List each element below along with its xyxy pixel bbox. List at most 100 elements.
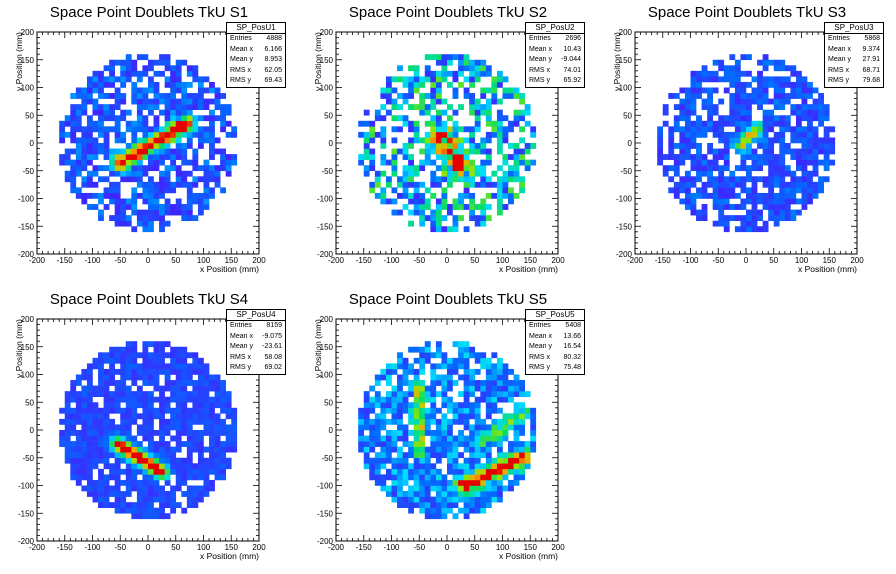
heatmap-cell [701,192,708,199]
heatmap-cell [159,154,165,160]
heatmap-cell [435,148,442,155]
heatmap-cell [109,165,115,172]
heatmap-cell [363,396,370,403]
heatmap-cell [519,187,525,194]
heatmap-cell [668,143,675,149]
heatmap-cell [81,368,88,375]
heatmap-cell [70,430,77,436]
heatmap-cell [757,126,763,133]
stats-value: 69.02 [264,364,282,371]
heatmap-cell [729,81,736,88]
heatmap-cell [807,109,813,116]
stats-label: Mean y [230,343,253,350]
heatmap-cell [59,159,66,166]
heatmap-cell [209,170,215,177]
heatmap-cell [92,109,99,116]
heatmap-cell [136,70,143,77]
heatmap-cell [125,220,132,227]
heatmap-cell [397,435,403,442]
heatmap-cell [98,424,104,431]
heatmap-cell [75,430,82,436]
heatmap-cell [142,513,149,520]
heatmap-cell [751,137,758,144]
heatmap-cell [452,457,459,464]
heatmap-cell [181,474,188,481]
heatmap-cell [807,154,813,160]
heatmap-cell [668,176,675,183]
heatmap-cell [98,87,104,94]
heatmap-cell [701,76,708,83]
heatmap-cell [474,115,481,122]
heatmap-cell [441,176,448,183]
heatmap-cell [192,98,199,105]
heatmap-cell [385,452,392,459]
heatmap-cell [795,137,802,144]
heatmap-cell [380,126,387,133]
heatmap-cell [114,491,121,497]
heatmap-cell [673,104,680,110]
heatmap-cell [458,374,464,381]
heatmap-cell [474,479,481,486]
heatmap-cell [408,368,414,375]
heatmap-cell [491,380,498,386]
heatmap-cell [463,491,470,497]
heatmap-cell [696,187,702,194]
heatmap-cell [181,391,188,397]
heatmap-cell [424,502,431,508]
heatmap-cell [231,435,238,442]
heatmap-cell [159,435,165,442]
heatmap-cell [679,137,686,144]
heatmap-cell [491,131,498,138]
heatmap-cell [148,220,154,227]
heatmap-cell [430,441,437,447]
heatmap-cell [86,424,93,431]
heatmap-cell [430,468,437,475]
heatmap-cell [673,143,680,149]
heatmap-cell [197,137,204,144]
heatmap-cell [458,154,464,160]
y-tick-label: -50 [321,167,333,176]
heatmap-cell [170,457,177,464]
heatmap-cell [125,446,132,453]
heatmap-cell [480,109,487,116]
heatmap-cell [424,104,431,110]
heatmap-cell [142,192,149,199]
heatmap-cell [164,463,171,470]
heatmap-cell [136,352,143,359]
heatmap-cell [120,115,127,122]
heatmap-cell [148,352,154,359]
heatmap-cell [447,126,453,133]
heatmap-cell [70,474,77,481]
stats-row: RMS y 75.48 [526,363,584,374]
heatmap-cell [203,137,210,144]
heatmap-cell [474,418,481,425]
heatmap-cell [374,391,381,397]
heatmap-cell [81,468,88,475]
heatmap-cell [103,368,110,375]
heatmap-cell [474,170,481,177]
heatmap-cell [474,104,481,110]
heatmap-cell [463,413,470,420]
heatmap-cell [746,198,752,205]
heatmap-cell [209,385,215,392]
heatmap-cell [419,418,426,425]
heatmap-cell [469,352,476,359]
heatmap-cell [751,93,758,99]
heatmap-cell [75,468,82,475]
heatmap-cell [413,65,420,72]
heatmap-cell [679,159,686,166]
heatmap-cell [413,346,420,353]
heatmap-cell [751,159,758,166]
heatmap-cell [402,496,409,503]
heatmap-cell [496,385,503,392]
heatmap-cell [474,76,481,83]
heatmap-cell [452,198,459,205]
heatmap-cell [696,170,702,177]
heatmap-cell [729,187,736,194]
heatmap-cell [807,159,813,166]
heatmap-cell [385,98,392,105]
heatmap-cell [125,76,132,83]
heatmap-cell [369,385,376,392]
heatmap-cell [153,59,160,66]
heatmap-cell [480,165,487,172]
